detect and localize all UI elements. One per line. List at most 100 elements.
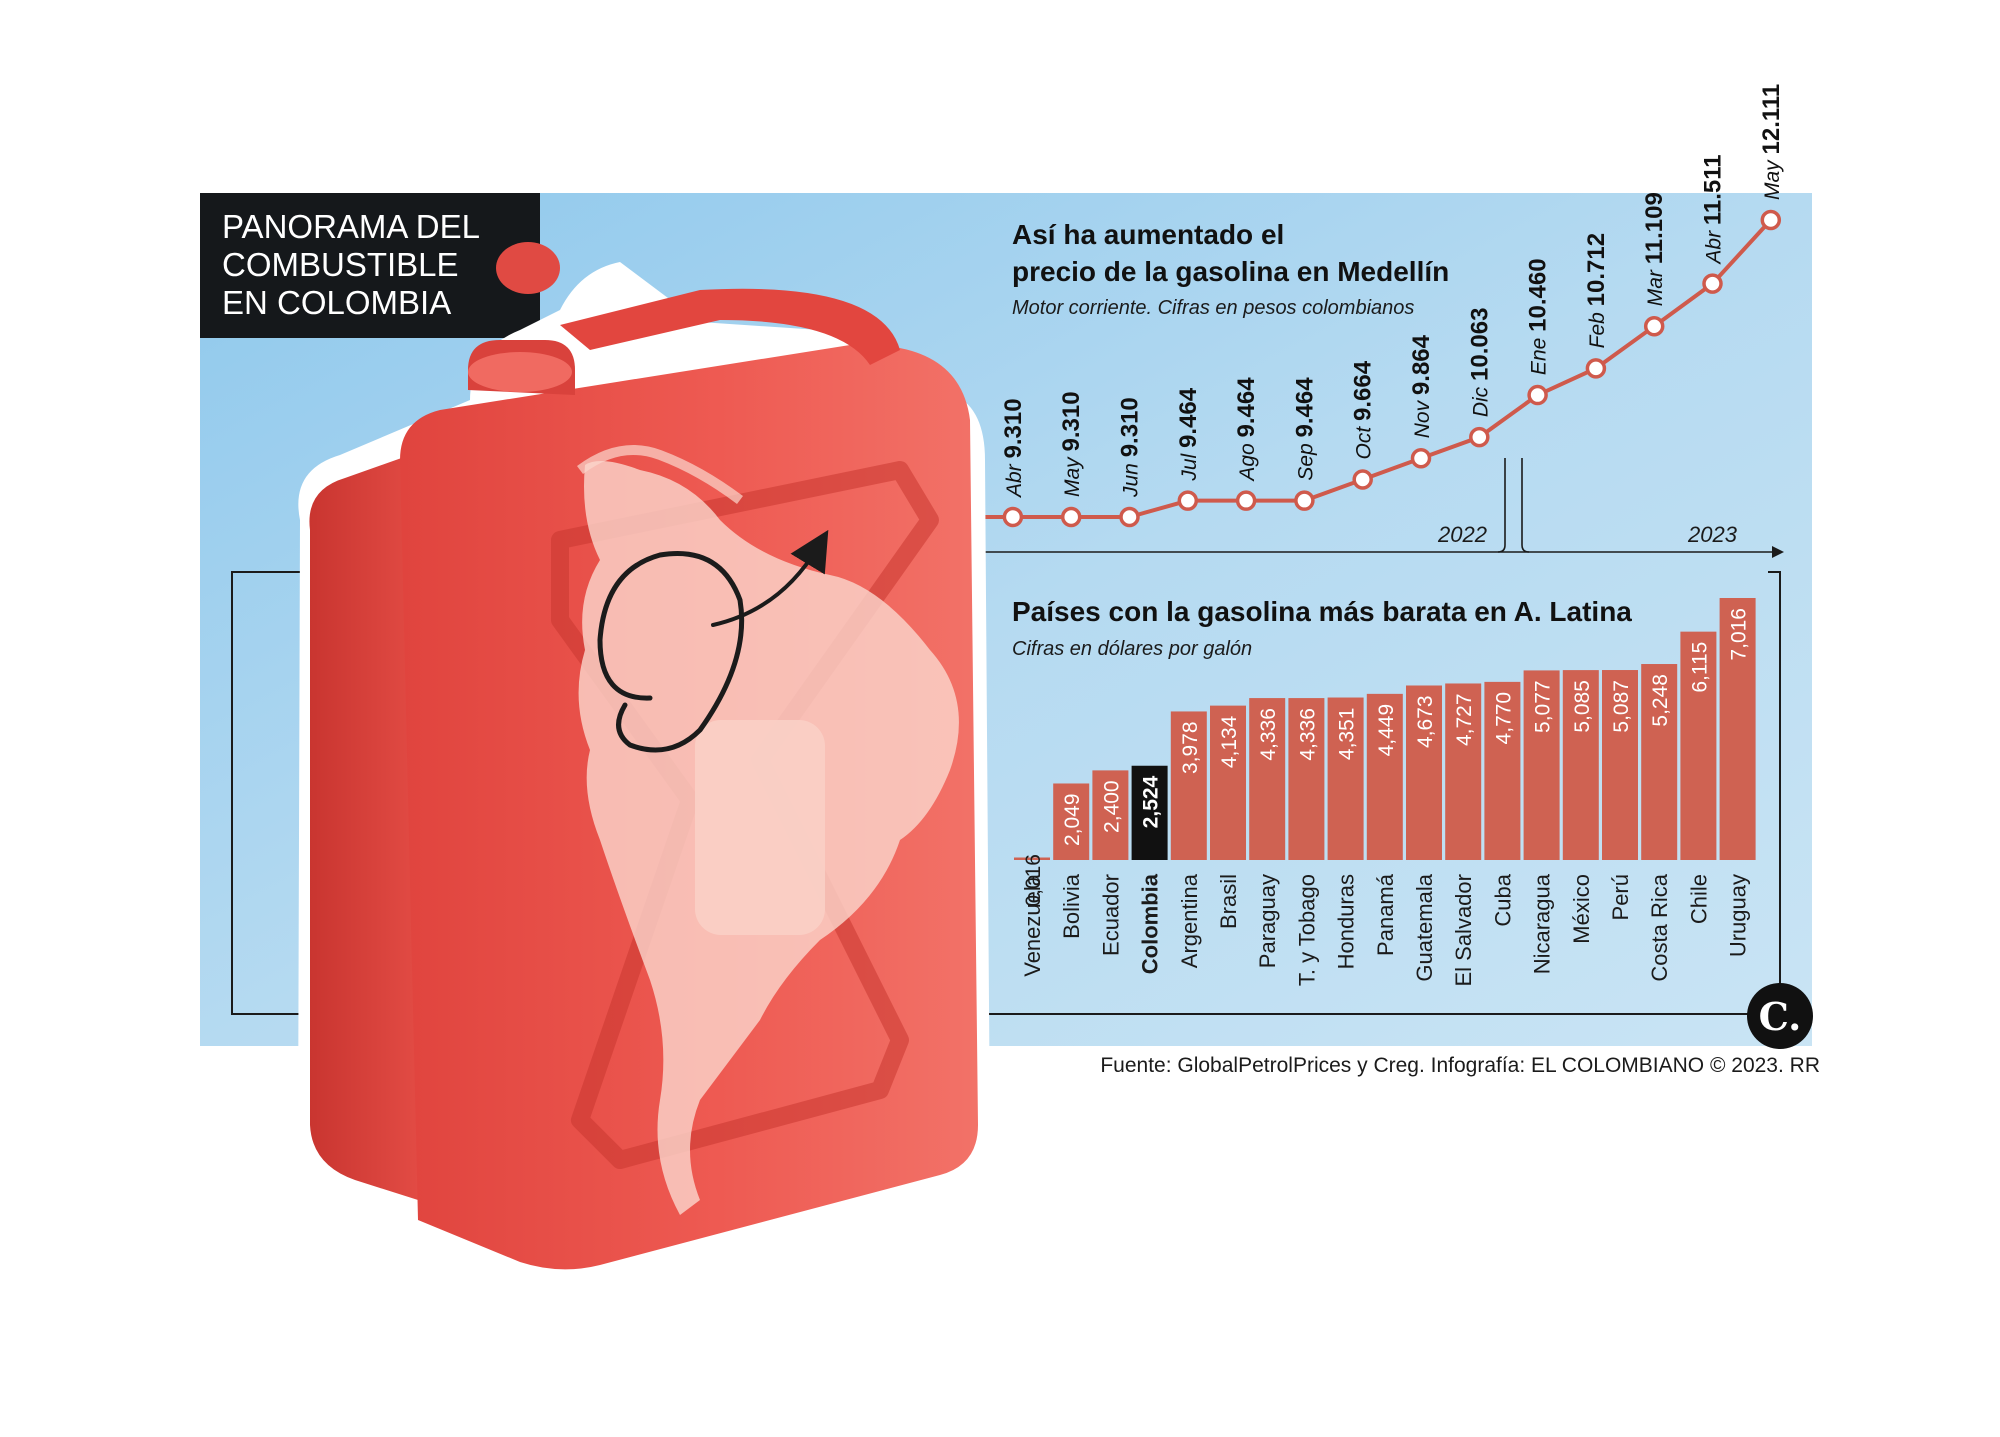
- price-label-value: 9.310: [1117, 397, 1144, 457]
- bar-value-label: 3,978: [1179, 721, 1202, 774]
- bar-category-label: El Salvador: [1451, 874, 1476, 987]
- header-title-line-3: EN COLOMBIA: [222, 284, 451, 321]
- year-label-2023: 2023: [1687, 522, 1738, 547]
- line-chart-title-line-2: precio de la gasolina en Medellín: [1012, 256, 1449, 287]
- bar-7: [1288, 698, 1325, 860]
- price-label: Ago 9.464: [1233, 377, 1260, 483]
- bar-category-label: Venezuela: [1020, 873, 1045, 977]
- bar-category-label: Brasil: [1216, 874, 1241, 929]
- price-label-month: Oct: [1353, 421, 1376, 460]
- colombia-circle: [597, 551, 745, 753]
- bar-value-label: 5,085: [1571, 680, 1594, 733]
- price-label-month: Feb: [1586, 306, 1609, 348]
- bar-0: [1014, 857, 1050, 860]
- source-note: Fuente: GlobalPetrolPrices y Creg. Infog…: [1100, 1054, 1820, 1077]
- bar-category-label: Uruguay: [1726, 874, 1751, 957]
- year-label-2022: 2022: [1437, 522, 1487, 547]
- year-divider-2022: [1497, 458, 1506, 553]
- bar-value-label: 4,351: [1336, 708, 1359, 761]
- price-label-value: 9.310: [1058, 391, 1085, 451]
- jerrycan-illustration: [298, 242, 990, 1289]
- jerrycan-spout-top: [468, 352, 572, 392]
- bar-10: [1406, 685, 1442, 860]
- price-label-month: May: [1761, 154, 1784, 200]
- bar-category-label: Bolivia: [1059, 873, 1084, 939]
- bar-category-label: Paraguay: [1255, 874, 1280, 968]
- bar-category-label: Costa Rica: [1647, 873, 1672, 981]
- arrow-icon: [711, 529, 829, 627]
- latin-america-map: [578, 461, 959, 1215]
- price-label: Abr 9.310: [1000, 398, 1027, 499]
- price-point: [1760, 209, 1782, 231]
- bar-category-label: México: [1569, 874, 1594, 944]
- line-chart-title-line-1: Así ha aumentado el: [1012, 219, 1284, 250]
- header-title-line-2: COMBUSTIBLE: [222, 246, 459, 283]
- price-point: [1177, 490, 1199, 511]
- price-label: May 12.111: [1758, 84, 1785, 200]
- price-label: May 9.310: [1058, 391, 1085, 497]
- price-label-value: 9.464: [1291, 377, 1318, 438]
- bar-category-label: Argentina: [1177, 873, 1202, 968]
- bar-8: [1327, 697, 1364, 860]
- bar-12: [1484, 681, 1521, 860]
- bar-category-label: Nicaragua: [1530, 873, 1555, 974]
- bar-value-label: 4,336: [1257, 708, 1280, 761]
- price-label: Oct 9.664: [1350, 360, 1377, 459]
- price-label-month: Jun: [1120, 457, 1143, 498]
- price-label: Dic 10.063: [1466, 308, 1493, 418]
- logo-circle: [1747, 983, 1813, 1049]
- bar-2: [1092, 770, 1129, 860]
- caribbean-islands: [577, 445, 743, 505]
- price-label-value: 9.864: [1408, 334, 1435, 395]
- bar-category-label: Chile: [1686, 874, 1711, 924]
- price-label-month: Ene: [1528, 332, 1551, 375]
- bar-value-label: 4,134: [1218, 715, 1241, 768]
- year-divider-2023: [1521, 458, 1530, 553]
- bar-chart-title: Países con la gasolina más barata en A. …: [1012, 596, 1632, 627]
- price-point: [1294, 490, 1315, 511]
- bar-value-label: 4,770: [1492, 692, 1515, 745]
- bar-category-label: Cuba: [1490, 873, 1515, 926]
- price-label-value: 11.109: [1641, 192, 1668, 264]
- logo-letter: C.: [1759, 994, 1802, 1039]
- bar-value-label: 2,400: [1100, 780, 1123, 833]
- price-label-value: 9.464: [1233, 377, 1260, 438]
- bar-value-label: 5,087: [1610, 680, 1633, 733]
- timeline-axis: [985, 458, 1784, 558]
- bar-category-label: T. y Tobago: [1294, 874, 1319, 986]
- bar-14: [1562, 670, 1599, 860]
- price-label-value: 10.063: [1466, 308, 1493, 381]
- bar-value-label: 2,049: [1061, 793, 1084, 846]
- bar-11: [1445, 683, 1482, 860]
- header-title-line-1: PANORAMA DEL: [222, 208, 480, 245]
- price-label-month: Mar: [1644, 264, 1667, 306]
- price-label: Abr 11.511: [1700, 154, 1727, 265]
- bar-value-label: 5,248: [1649, 674, 1672, 727]
- bar-9: [1366, 693, 1403, 860]
- price-point: [1002, 506, 1024, 528]
- price-label-month: Abr: [1003, 458, 1026, 499]
- price-label: Nov 9.864: [1408, 334, 1435, 438]
- bar-15: [1602, 670, 1638, 860]
- price-label-value: 9.664: [1350, 360, 1377, 421]
- bar-value-label: 6,115: [1688, 642, 1711, 693]
- jerrycan-cap: [496, 242, 560, 294]
- price-label-month: Abr: [1703, 225, 1726, 266]
- bar-3: [1131, 765, 1168, 860]
- price-label-month: Nov: [1411, 395, 1434, 438]
- price-label: Jul 9.464: [1175, 387, 1202, 481]
- bar-value-label: 7,016: [1728, 608, 1751, 661]
- bar-chart-subtitle: Cifras en dólares por galón: [1012, 638, 1252, 660]
- price-label-month: May: [1061, 451, 1084, 497]
- price-label-value: 9.464: [1175, 387, 1202, 448]
- bar-category-label: Panamá: [1373, 873, 1398, 956]
- bar-category-label: Perú: [1608, 874, 1633, 920]
- bar-value-label: 5,077: [1532, 680, 1555, 733]
- header: PANORAMA DEL COMBUSTIBLE EN COLOMBIA: [200, 193, 540, 338]
- bar-6: [1249, 698, 1286, 860]
- el-colombiano-logo: C.: [1747, 983, 1813, 1049]
- price-label-value: 11.511: [1700, 154, 1727, 225]
- bar-value-label: 2,524: [1140, 775, 1163, 828]
- price-label-month: Dic: [1469, 381, 1492, 417]
